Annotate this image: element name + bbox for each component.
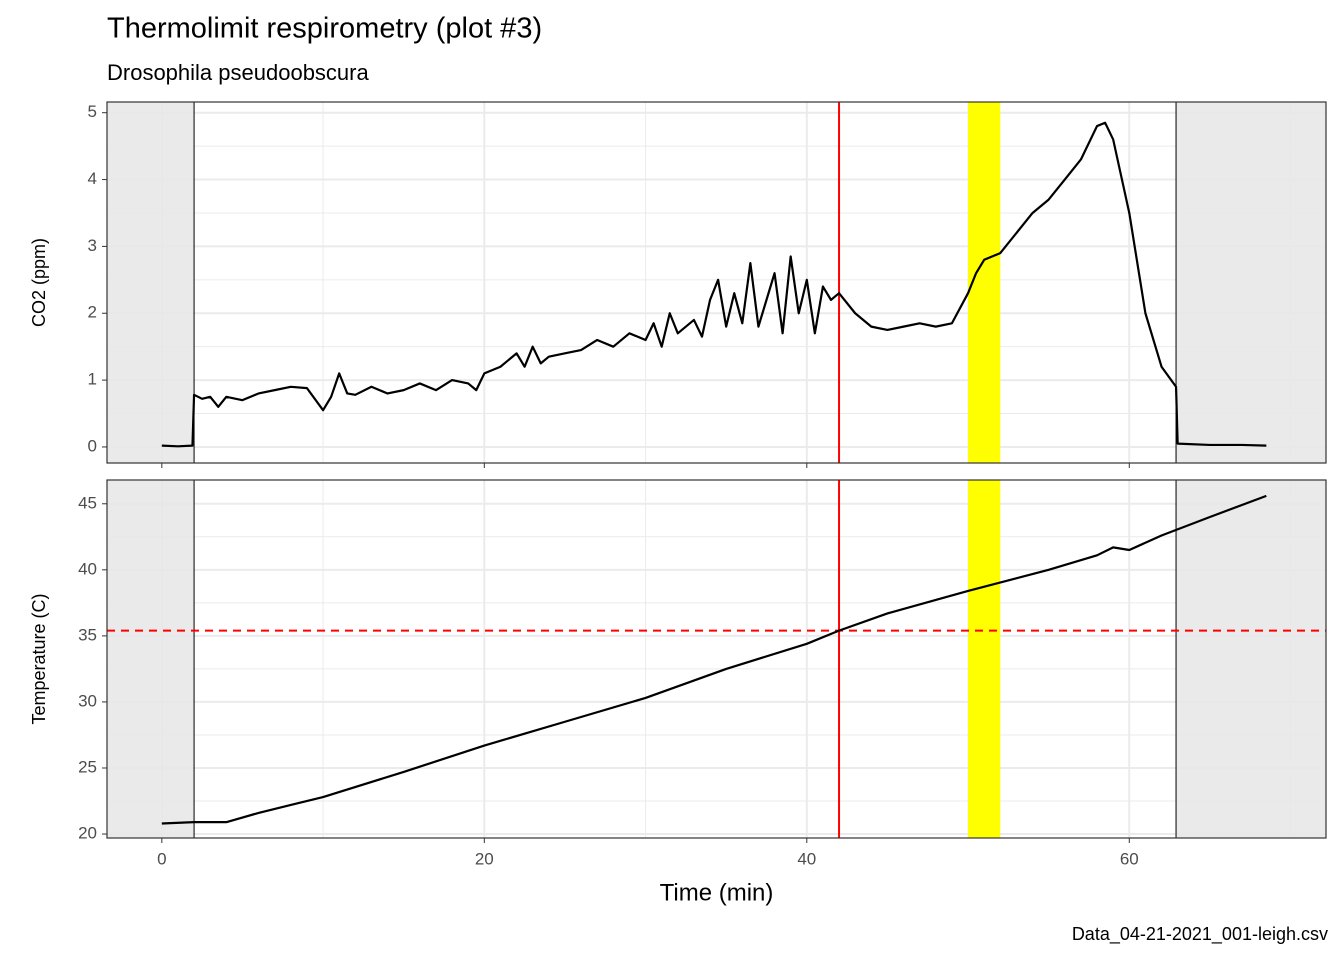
shaded-region xyxy=(1176,480,1326,838)
shaded-region xyxy=(1176,102,1326,463)
y-tick-label: 25 xyxy=(78,757,97,776)
x-tick-label: 20 xyxy=(475,849,494,868)
chart-title: Thermolimit respirometry (plot #3) xyxy=(107,13,542,45)
y-tick-label: 20 xyxy=(78,824,97,843)
y-tick-label: 3 xyxy=(88,236,97,255)
x-tick-label: 60 xyxy=(1120,849,1139,868)
y-tick-label: 1 xyxy=(88,370,97,389)
y-tick-label: 0 xyxy=(88,436,97,455)
highlight-band xyxy=(968,480,1001,838)
y-tick-label: 40 xyxy=(78,559,97,578)
y-axis-label: CO2 (ppm) xyxy=(29,238,49,327)
panel: 20 25 30 35 40 45 0 20 40 60 Temperature (C) Time (… xyxy=(29,479,1327,906)
y-axis-label: Temperature (C) xyxy=(29,593,49,724)
chart-subtitle: Drosophila pseudoobscura xyxy=(107,60,369,85)
x-axis-label: Time (min) xyxy=(660,879,774,906)
y-tick-label: 30 xyxy=(78,691,97,710)
data-line xyxy=(161,121,1267,448)
panel-border xyxy=(106,479,1327,839)
shaded-region xyxy=(107,102,195,463)
caption: Data_04-21-2021_001-leigh.csv xyxy=(1072,924,1328,945)
x-tick-label: 40 xyxy=(797,849,816,868)
y-tick-label: 2 xyxy=(88,303,97,322)
panel-inner xyxy=(107,102,1326,463)
y-tick-label: 45 xyxy=(78,493,97,512)
shaded-region xyxy=(107,480,195,838)
panel: 0 1 2 3 4 5 CO2 (ppm) xyxy=(29,101,1327,468)
panel-border xyxy=(106,101,1327,464)
y-tick-label: 35 xyxy=(78,625,97,644)
x-tick-label: 0 xyxy=(157,849,166,868)
y-tick-label: 5 xyxy=(88,102,97,121)
data-line xyxy=(161,494,1267,825)
panel-inner xyxy=(107,480,1326,838)
y-tick-label: 4 xyxy=(88,169,97,188)
